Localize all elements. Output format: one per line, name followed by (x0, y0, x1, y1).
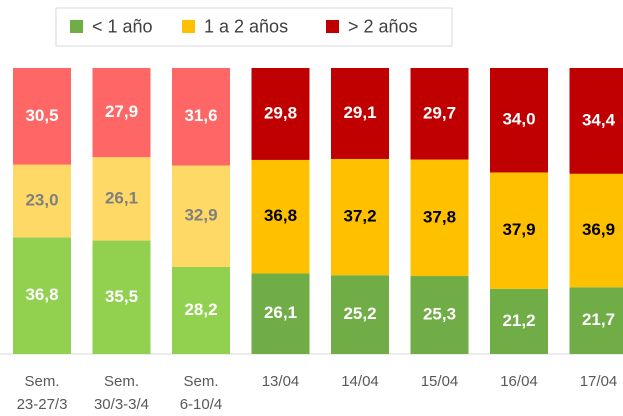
data-label: 36,8 (264, 206, 297, 225)
data-label: 21,7 (582, 310, 615, 329)
x-tick-label: 16/04 (500, 373, 538, 390)
bar-segment (92, 240, 151, 354)
data-label: 35,5 (105, 287, 138, 306)
data-label: 34,0 (502, 110, 535, 129)
legend-label: 1 a 2 años (204, 16, 288, 36)
bar-segment (251, 68, 310, 160)
data-label: 30,5 (25, 106, 58, 125)
bar-segment (251, 273, 310, 354)
data-label: 27,9 (105, 102, 138, 121)
data-label: 34,4 (582, 110, 616, 129)
bar-segment (331, 68, 389, 159)
bar-segment (172, 266, 230, 354)
legend-label: > 2 años (348, 16, 418, 36)
bar-segment (569, 68, 623, 174)
bar-segment (251, 159, 310, 274)
data-label: 29,7 (423, 103, 456, 122)
bar-segment (13, 237, 71, 354)
bar-segment (13, 164, 71, 238)
data-label: 25,3 (423, 304, 456, 323)
legend-swatch (326, 20, 339, 33)
bar-segment (569, 287, 623, 354)
bar-segment (410, 276, 469, 354)
data-label: 36,8 (25, 285, 58, 304)
bar-segment (172, 165, 230, 267)
bar-segment (172, 68, 230, 166)
x-tick-label: 17/04 (579, 373, 618, 390)
data-label: 29,8 (264, 103, 297, 122)
data-label: 36,9 (582, 220, 615, 239)
bar-segment (92, 157, 151, 241)
data-label: 26,1 (105, 188, 138, 207)
bar-segment (410, 159, 469, 277)
data-label: 21,2 (502, 311, 535, 330)
bar-segment (92, 68, 151, 158)
bar-segment (331, 158, 389, 276)
x-tick-label: 13/04 (261, 373, 300, 390)
bar-segment (13, 68, 71, 165)
bar-segment (490, 172, 548, 289)
legend-swatch (182, 20, 195, 33)
bar-segment (490, 68, 548, 173)
data-label: 37,9 (502, 220, 535, 239)
legend-box (55, 7, 453, 47)
data-label: 28,2 (184, 300, 217, 319)
data-label: 29,1 (343, 103, 376, 122)
data-label: 37,2 (343, 207, 376, 226)
bar-segment (410, 68, 469, 160)
data-label: 31,6 (184, 106, 217, 125)
bar-segment (490, 288, 548, 354)
x-tick-label: Sem. 6-10/4 (179, 373, 223, 413)
data-label: 23,0 (25, 191, 58, 210)
legend-label: < 1 año (92, 16, 153, 36)
data-label: 32,9 (184, 206, 217, 225)
data-label: 25,2 (343, 304, 376, 323)
x-tick-label: 14/04 (341, 373, 379, 390)
data-label: 26,1 (264, 303, 297, 322)
data-label: 37,8 (423, 207, 456, 226)
legend-swatch (70, 20, 83, 33)
bar-segment (569, 173, 623, 288)
bar-segment (331, 275, 389, 354)
x-tick-label: 15/04 (420, 373, 459, 390)
x-tick-label: Sem. 30/3-3/4 (93, 373, 150, 413)
x-tick-label: Sem. 23-27/3 (16, 373, 68, 413)
